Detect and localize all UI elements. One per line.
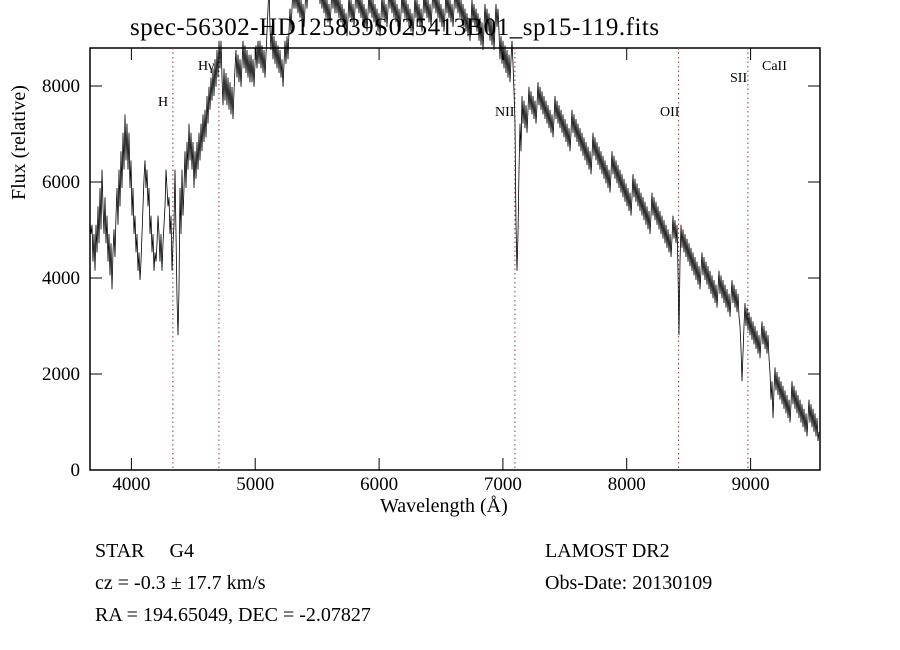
label-OII: OII	[660, 105, 680, 120]
coordinates-row: RA = 194.65049, DEC = -2.07827	[95, 599, 371, 631]
xtick-9000: 9000	[732, 474, 770, 495]
y-axis-label: Flux (relative)	[8, 85, 31, 200]
label-NII: NII	[495, 105, 515, 120]
chart-title: spec-56302-HD125839S025413B01_sp15-119.f…	[130, 14, 660, 42]
spectrum-plot-svg: H Hγ NII OII SII CaII	[90, 48, 820, 470]
ytick-6000: 6000	[42, 172, 80, 193]
x-axis-label: Wavelength (Å)	[380, 495, 508, 518]
xtick-5000: 5000	[236, 474, 274, 495]
x-axis-major-ticks	[131, 48, 750, 470]
xtick-7000: 7000	[484, 474, 522, 495]
ytick-4000: 4000	[42, 268, 80, 289]
plot-border	[90, 48, 820, 470]
label-CaII: CaII	[762, 59, 787, 74]
ytick-0: 0	[71, 460, 81, 481]
obs-date-row: Obs-Date: 20130109	[545, 567, 712, 599]
info-block-right: LAMOST DR2 Obs-Date: 20130109	[545, 535, 712, 599]
label-H: H	[158, 95, 168, 110]
info-block-left: STAR G4 cz = -0.3 ± 17.7 km/s RA = 194.6…	[95, 535, 371, 631]
xtick-6000: 6000	[360, 474, 398, 495]
radial-velocity-row: cz = -0.3 ± 17.7 km/s	[95, 567, 371, 599]
label-Hgamma: Hγ	[198, 59, 214, 74]
ytick-2000: 2000	[42, 364, 80, 385]
xtick-4000: 4000	[112, 474, 150, 495]
xtick-8000: 8000	[608, 474, 646, 495]
plot-area: H Hγ NII OII SII CaII	[90, 48, 820, 470]
ytick-8000: 8000	[42, 76, 80, 97]
label-SII: SII	[730, 71, 747, 86]
survey-row: LAMOST DR2	[545, 535, 712, 567]
chart-page: spec-56302-HD125839S025413B01_sp15-119.f…	[0, 0, 900, 650]
star-type-row: STAR G4	[95, 535, 371, 567]
